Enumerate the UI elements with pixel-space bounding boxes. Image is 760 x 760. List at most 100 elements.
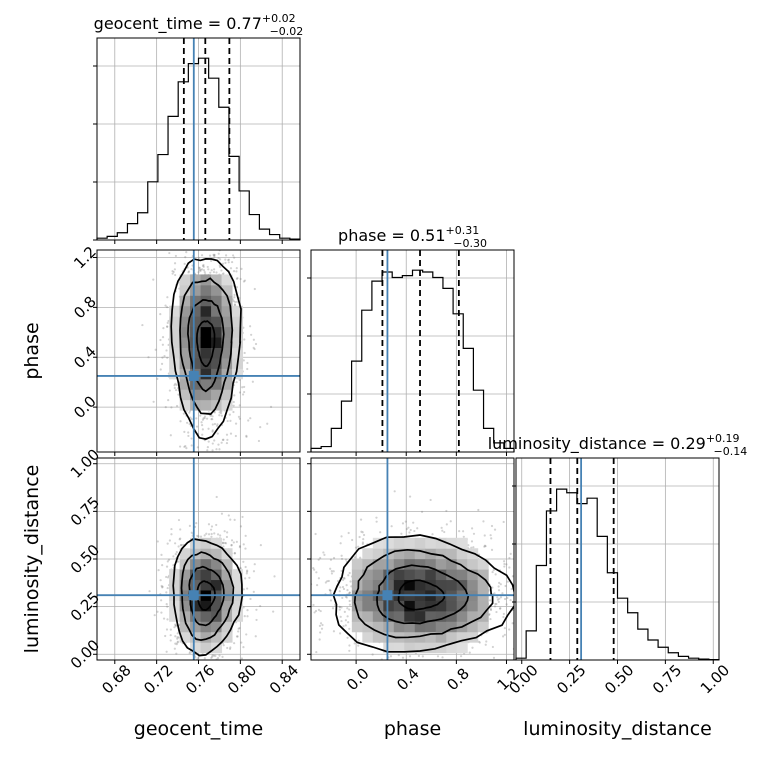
scatter-point (168, 251, 171, 255)
scatter-point (478, 675, 480, 677)
scatter-point (168, 539, 171, 542)
scatter-point (505, 563, 508, 566)
scatter-point (194, 656, 197, 659)
scatter-point (342, 576, 346, 580)
density-cell (477, 579, 489, 591)
truth-marker (188, 590, 199, 601)
scatter-point (245, 435, 248, 438)
scatter-point (213, 422, 217, 426)
scatter-point (238, 404, 241, 407)
scatter-point (378, 668, 380, 670)
density-cell (190, 600, 202, 612)
scatter-point (215, 495, 218, 499)
scatter-point (212, 253, 215, 256)
scatter-point (353, 642, 356, 645)
contour-level (180, 551, 235, 641)
scatter-point (184, 256, 187, 259)
scatter-point (211, 418, 214, 421)
scatter-point (159, 579, 162, 582)
scatter-point (498, 597, 501, 600)
scatter-point (517, 567, 519, 569)
density-cell (414, 600, 426, 612)
density-cell (232, 305, 244, 317)
scatter-point (160, 599, 163, 602)
x-tick-label: 0.50 (601, 661, 637, 697)
density-cell (200, 600, 212, 612)
density-cell (200, 284, 212, 296)
scatter-point (172, 270, 175, 274)
scatter-point (305, 570, 307, 572)
x-axis-label-geocent_time: geocent_time (134, 718, 263, 740)
density-cell (467, 631, 479, 643)
scatter-point (166, 586, 169, 590)
density-cell (414, 579, 426, 591)
scatter-point (319, 609, 322, 613)
scatter-point (315, 571, 318, 574)
density-cell (179, 357, 191, 369)
scatter-point (162, 617, 166, 620)
scatter-point (218, 654, 221, 657)
scatter-point (252, 590, 255, 593)
scatter-point (524, 621, 526, 623)
y-tick-label: 0.4 (70, 342, 100, 372)
scatter-point (185, 251, 188, 254)
scatter-point (177, 393, 180, 396)
scatter-point (210, 525, 214, 528)
scatter-point (243, 351, 246, 355)
scatter-point (177, 545, 180, 548)
scatter-point (187, 434, 190, 438)
scatter-point (226, 438, 229, 441)
scatter-point (180, 543, 183, 547)
scatter-point (519, 576, 521, 578)
density-cell (425, 631, 437, 643)
density-cell (232, 316, 244, 328)
scatter-point (490, 537, 493, 540)
scatter-point (239, 525, 243, 528)
scatter-point (215, 271, 218, 274)
density-cell (404, 569, 416, 581)
scatter-point (488, 599, 492, 602)
scatter-point (197, 535, 200, 538)
scatter-point (348, 644, 351, 647)
scatter-point (204, 244, 206, 246)
scatter-point (243, 279, 247, 282)
density-cell (372, 621, 384, 633)
scatter-point (227, 261, 230, 264)
scatter-point (229, 267, 233, 270)
scatter-point (444, 672, 446, 674)
density-cell (351, 621, 363, 633)
density-cell (179, 621, 191, 633)
panel-geocent_time-vs-phase: 0.00.40.81.2 (70, 241, 301, 456)
density-cell (435, 610, 447, 622)
density-cell (383, 621, 395, 633)
scatter-point (199, 269, 202, 273)
panel-content (148, 495, 276, 660)
density-cell (414, 569, 426, 581)
scatter-point (496, 596, 499, 599)
scatter-point (249, 325, 252, 328)
scatter-point (242, 560, 245, 563)
scatter-point (220, 441, 223, 444)
density-cell (190, 284, 202, 296)
scatter-point (246, 569, 249, 572)
scatter-point (533, 612, 535, 614)
scatter-point (400, 532, 403, 535)
scatter-point (315, 650, 318, 654)
scatter-point (156, 540, 159, 543)
scatter-point (170, 533, 173, 536)
scatter-point (228, 647, 232, 650)
scatter-point (319, 622, 323, 625)
scatter-point (348, 627, 351, 630)
scatter-point (329, 599, 333, 602)
density-cell (414, 610, 426, 622)
panel-luminosity_distance-histogram: 0.00 0.25 0.50 0.75 1.00luminosity_distance … (488, 432, 748, 697)
scatter-point (524, 558, 526, 560)
scatter-point (323, 553, 326, 556)
scatter-point (462, 530, 465, 533)
density-cell (221, 569, 233, 581)
scatter-point (179, 528, 182, 531)
scatter-point (483, 534, 486, 537)
scatter-point (204, 241, 206, 243)
scatter-point (246, 570, 249, 573)
scatter-point (314, 609, 318, 613)
